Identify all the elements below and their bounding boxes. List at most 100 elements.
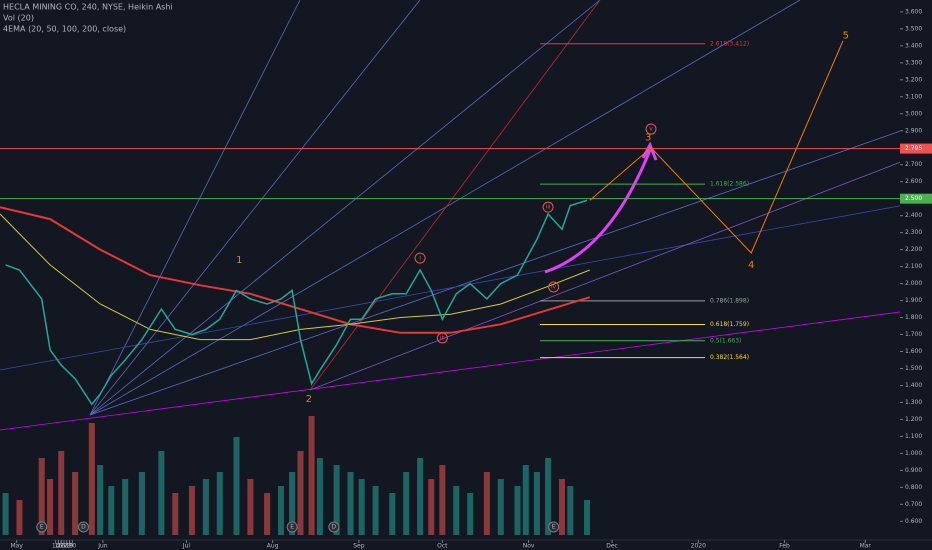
wave-label: 3 bbox=[645, 133, 651, 144]
x-tick-label: 15 bbox=[55, 543, 63, 550]
volume-bar bbox=[428, 479, 435, 535]
fib-label: 0.382(1.564) bbox=[710, 354, 749, 361]
volume-bar bbox=[316, 458, 323, 535]
volume-bar bbox=[264, 493, 271, 535]
trend-line bbox=[0, 311, 901, 431]
wave-circled-label: iv bbox=[551, 283, 557, 290]
x-tick-label: 19 bbox=[66, 543, 74, 550]
volume-bar bbox=[172, 493, 179, 535]
volume-bar bbox=[347, 472, 354, 535]
y-tick-label: 3.600 bbox=[905, 8, 922, 15]
x-tick-label: 14 bbox=[52, 543, 60, 550]
volume-bar bbox=[333, 465, 340, 535]
y-tick-label: 2.200 bbox=[905, 246, 922, 253]
wave-label: 1 bbox=[236, 255, 242, 266]
y-tick-label: 3.400 bbox=[905, 42, 922, 49]
event-label: E bbox=[40, 524, 44, 531]
volume-bar bbox=[58, 451, 65, 535]
y-tick-label: 1.700 bbox=[905, 331, 922, 338]
volume-bar bbox=[47, 479, 54, 535]
volume-bar bbox=[233, 437, 240, 535]
fib-label: 0.786(1.898) bbox=[710, 297, 749, 304]
fib-label: 2.618(3.412) bbox=[710, 40, 749, 47]
volume-bar bbox=[372, 486, 379, 535]
y-tick-label: 2.700 bbox=[905, 161, 922, 168]
arrow bbox=[544, 149, 652, 274]
volume-bar bbox=[453, 486, 460, 535]
x-tick-label: Mar bbox=[860, 543, 872, 550]
volume-bar bbox=[188, 486, 195, 535]
trend-lines bbox=[0, 0, 932, 431]
price-line bbox=[5, 199, 588, 406]
volume-bar bbox=[567, 486, 574, 535]
y-tick-label: 3.100 bbox=[905, 93, 922, 100]
trend-line bbox=[89, 0, 601, 416]
event-label: E bbox=[552, 524, 556, 531]
wave-circled-label: iii bbox=[440, 334, 445, 341]
x-tick-label: 17 bbox=[60, 543, 68, 550]
ema-line bbox=[0, 213, 590, 341]
volume-bar bbox=[277, 486, 284, 535]
volume-bar bbox=[289, 472, 296, 535]
x-tick-label: 18 bbox=[63, 543, 71, 550]
x-tick-label: Sep bbox=[353, 543, 365, 550]
wave-circled-label: v bbox=[649, 126, 653, 133]
volume-bar bbox=[308, 416, 315, 535]
x-tick-label: Oct bbox=[437, 543, 448, 550]
ema-line bbox=[0, 206, 591, 334]
volume-bar bbox=[439, 465, 446, 535]
wave-circled-label: iii bbox=[546, 204, 551, 211]
y-tick-label: 3.000 bbox=[905, 110, 922, 117]
price-axis bbox=[900, 0, 932, 540]
event-marker bbox=[548, 521, 560, 533]
event-label: D bbox=[332, 524, 337, 531]
volume-bar bbox=[108, 486, 115, 535]
wave-circled-label: i bbox=[419, 255, 421, 262]
wave-circle bbox=[414, 252, 426, 264]
volume-bar bbox=[247, 479, 254, 535]
y-tick-label: 1.800 bbox=[905, 314, 922, 321]
wave-label: 2 bbox=[306, 394, 312, 405]
projection-line bbox=[589, 40, 844, 254]
volume-bar bbox=[97, 465, 104, 535]
y-tick-label: 2.900 bbox=[905, 127, 922, 134]
wave-label: 4 bbox=[748, 260, 754, 271]
volume-bar bbox=[522, 465, 529, 535]
event-marker bbox=[77, 521, 89, 533]
volume-bar bbox=[514, 486, 521, 535]
header-volume: Vol (20) bbox=[3, 14, 34, 23]
y-tick-label: 0.800 bbox=[905, 484, 922, 491]
x-tick-label: Dec bbox=[606, 543, 618, 550]
trend-line bbox=[309, 149, 932, 391]
volume-bar bbox=[216, 472, 223, 535]
x-tick-label: Nov bbox=[523, 543, 535, 550]
volume-bar bbox=[389, 493, 396, 535]
fib-label: 0.5(1.663) bbox=[710, 337, 741, 344]
volume-bar bbox=[202, 479, 209, 535]
volume-bar bbox=[138, 472, 145, 535]
y-tick-label: 1.900 bbox=[905, 297, 922, 304]
x-tick-label: 2020 bbox=[691, 543, 706, 550]
event-label: E bbox=[290, 524, 294, 531]
volume-bar bbox=[122, 479, 129, 535]
volume-bar bbox=[38, 458, 45, 535]
price-badge bbox=[900, 193, 932, 204]
volume-bar bbox=[533, 472, 540, 535]
price-badge-label: 2.500 bbox=[905, 195, 922, 202]
y-tick-label: 1.400 bbox=[905, 382, 922, 389]
volume-bar bbox=[545, 458, 552, 535]
volume-bar bbox=[417, 458, 424, 535]
y-tick-label: 3.200 bbox=[905, 76, 922, 83]
event-marker bbox=[328, 521, 340, 533]
volume-bar bbox=[158, 451, 165, 535]
volume-bar bbox=[297, 451, 304, 535]
fib-label: 1.618(2.586) bbox=[710, 181, 749, 188]
fib-label: 0.618(1.759) bbox=[710, 321, 749, 328]
y-tick-label: 2.300 bbox=[905, 229, 922, 236]
wave-label: 5 bbox=[843, 31, 849, 42]
y-tick-label: 1.300 bbox=[905, 399, 922, 406]
wave-circle bbox=[542, 201, 554, 213]
y-tick-label: 1.500 bbox=[905, 365, 922, 372]
